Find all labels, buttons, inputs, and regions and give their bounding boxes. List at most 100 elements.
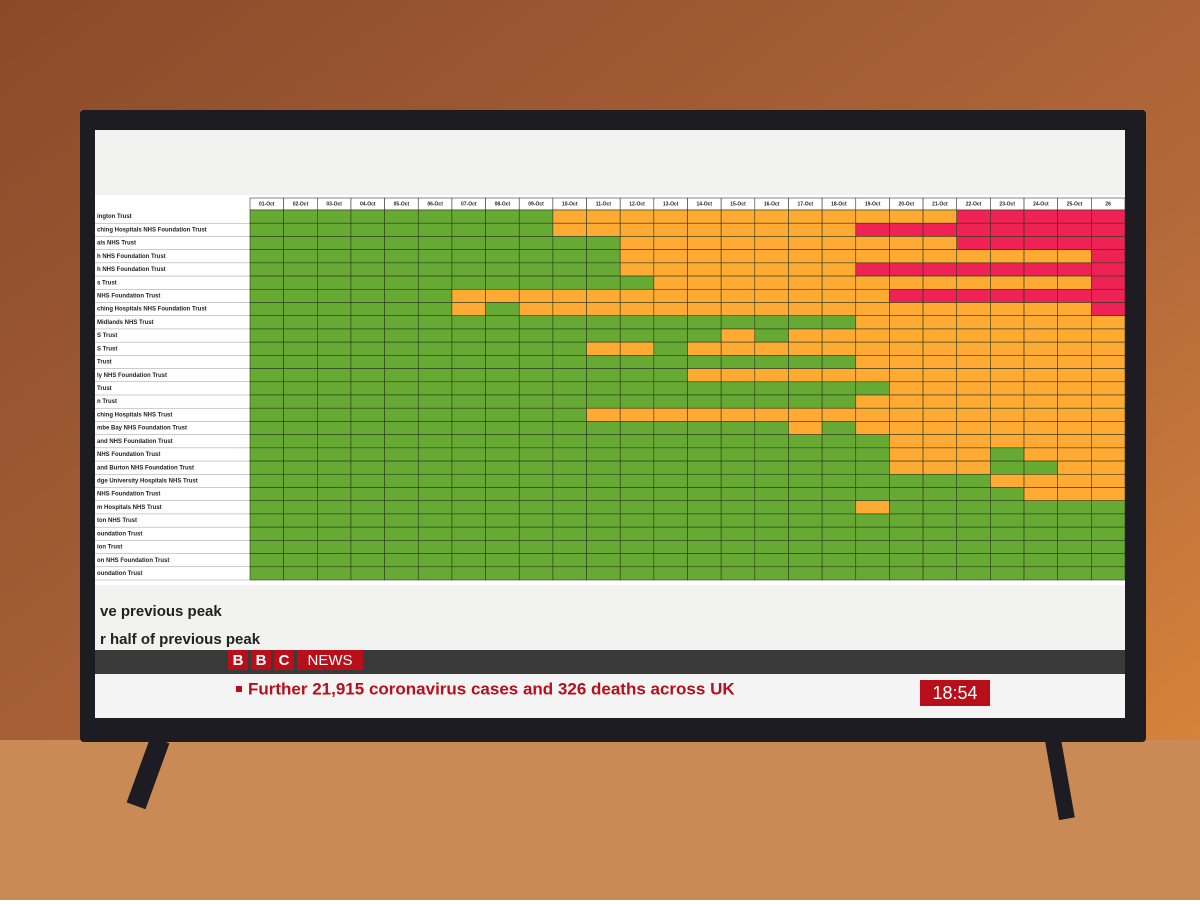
status-cell — [552, 540, 587, 554]
row-label: oundation Trust — [97, 531, 142, 537]
status-cell — [485, 447, 520, 462]
status-cell — [518, 209, 554, 224]
column-label: 21-Oct — [932, 201, 948, 207]
clock-bg — [920, 680, 990, 706]
status-cell — [922, 460, 958, 475]
status-cell — [451, 222, 486, 237]
status-cell — [990, 302, 1025, 317]
status-cell — [1023, 222, 1058, 237]
status-cell — [249, 262, 284, 277]
status-cell — [653, 209, 688, 224]
status-cell — [552, 526, 587, 541]
status-cell — [855, 434, 890, 449]
row-label: ching Hospitals NHS Foundation Trust — [97, 227, 207, 233]
status-cell — [922, 209, 958, 224]
status-cell — [317, 487, 352, 502]
status-cell — [1023, 500, 1058, 515]
status-cell — [417, 236, 453, 250]
status-cell — [855, 566, 890, 581]
status-cell — [990, 540, 1025, 554]
status-cell — [855, 315, 890, 330]
status-cell — [956, 473, 991, 488]
status-cell — [821, 394, 857, 409]
status-cell — [552, 447, 587, 462]
status-cell — [249, 447, 284, 462]
status-cell — [855, 407, 890, 422]
clock: 18:54 — [932, 683, 977, 703]
status-cell — [788, 341, 823, 356]
status-cell — [451, 355, 486, 369]
status-cell — [283, 487, 318, 502]
status-cell — [720, 302, 756, 317]
status-cell — [1091, 394, 1126, 409]
status-cell — [1057, 447, 1092, 462]
status-cell — [653, 341, 688, 356]
status-cell — [249, 526, 284, 541]
column-label: 26 — [1105, 201, 1111, 207]
status-cell — [518, 473, 554, 488]
status-cell — [754, 407, 789, 422]
row-label: ly NHS Foundation Trust — [97, 373, 167, 379]
status-cell — [889, 540, 924, 554]
status-cell — [788, 526, 823, 541]
status-cell — [754, 275, 789, 290]
status-cell — [451, 328, 486, 343]
status-cell — [1023, 434, 1058, 449]
status-cell — [754, 513, 789, 528]
status-cell — [788, 500, 823, 515]
status-cell — [922, 526, 958, 541]
status-cell — [821, 249, 857, 264]
status-cell — [922, 434, 958, 449]
status-cell — [384, 407, 419, 422]
status-cell — [485, 566, 520, 581]
status-cell — [821, 407, 857, 422]
status-cell — [687, 421, 722, 435]
status-cell — [990, 249, 1025, 264]
status-cell — [922, 368, 958, 383]
status-cell — [317, 249, 352, 264]
status-cell — [754, 381, 789, 396]
status-cell — [1057, 328, 1092, 343]
status-cell — [821, 341, 857, 356]
status-cell — [350, 341, 385, 356]
status-cell — [619, 526, 655, 541]
status-cell — [283, 540, 318, 554]
status-cell — [653, 222, 688, 237]
status-cell — [619, 407, 655, 422]
status-cell — [552, 236, 587, 250]
status-cell — [619, 421, 655, 435]
status-cell — [754, 328, 789, 343]
status-cell — [417, 487, 453, 502]
status-cell — [317, 288, 352, 303]
status-cell — [350, 447, 385, 462]
status-cell — [586, 566, 621, 581]
status-cell — [283, 553, 318, 568]
status-cell — [1091, 222, 1126, 237]
row-label: NHS Foundation Trust — [97, 293, 160, 299]
status-cell — [754, 540, 789, 554]
status-cell — [788, 487, 823, 502]
status-cell — [990, 275, 1025, 290]
status-cell — [1091, 434, 1126, 449]
status-cell — [1057, 434, 1092, 449]
status-cell — [855, 328, 890, 343]
status-cell — [1057, 209, 1092, 224]
status-cell — [922, 275, 958, 290]
status-cell — [350, 222, 385, 237]
status-cell — [552, 394, 587, 409]
status-cell — [586, 434, 621, 449]
status-cell — [350, 407, 385, 422]
column-label: 01-Oct — [259, 201, 275, 207]
status-cell — [384, 341, 419, 356]
status-cell — [451, 473, 486, 488]
status-cell — [384, 394, 419, 409]
status-cell — [754, 315, 789, 330]
status-cell — [1091, 236, 1126, 250]
status-cell — [687, 368, 722, 383]
status-cell — [788, 460, 823, 475]
tv-leg — [1045, 738, 1075, 821]
status-cell — [1091, 513, 1126, 528]
status-cell — [1023, 487, 1058, 502]
status-cell — [619, 473, 655, 488]
status-cell — [283, 249, 318, 264]
